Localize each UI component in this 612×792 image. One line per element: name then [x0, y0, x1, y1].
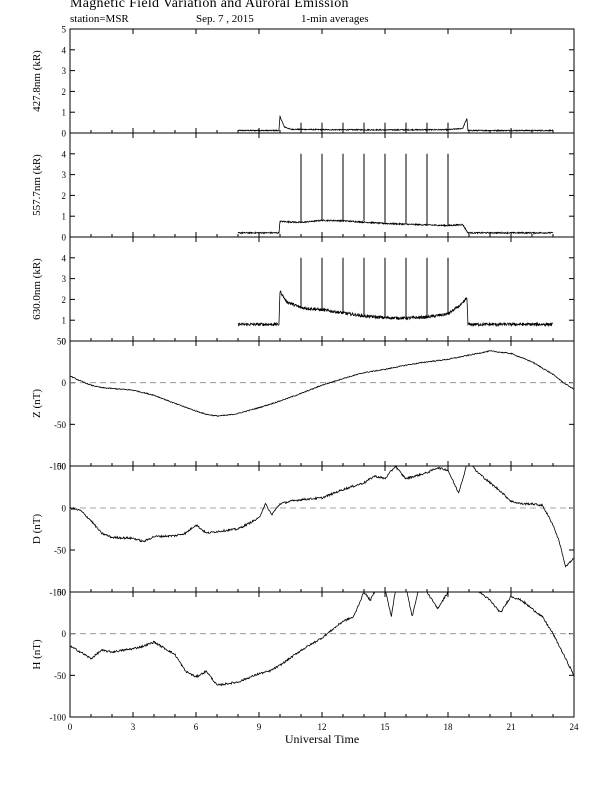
data-trace — [237, 218, 554, 235]
data-trace — [237, 114, 554, 132]
y-tick-label: 4 — [62, 45, 67, 55]
y-axis-label: 630.0nm (kR) — [31, 258, 43, 320]
x-axis-label: Universal Time — [285, 732, 359, 746]
y-tick-label: -50 — [54, 420, 66, 430]
page-title: Magnetic Field Variation and Auroral Emi… — [70, 0, 349, 11]
y-axis-label: D (nT) — [31, 514, 43, 545]
data-trace — [69, 591, 575, 687]
y-tick-label: 0 — [62, 504, 67, 514]
data-trace — [237, 290, 554, 328]
y-tick-label: 2 — [62, 295, 67, 305]
y-axis-label: Z (nT) — [31, 389, 43, 418]
y-tick-label: 3 — [62, 170, 67, 180]
data-trace — [69, 350, 575, 417]
y-tick-label: 1 — [62, 108, 67, 118]
y-tick-label: 3 — [62, 274, 67, 284]
y-tick-label: 0 — [62, 629, 67, 639]
y-tick-label: 5 — [62, 25, 67, 35]
y-tick-label: 50 — [57, 337, 67, 347]
y-tick-label: 0 — [62, 337, 67, 347]
y-axis-label: 427.8nm (kR) — [31, 50, 43, 112]
y-tick-label: 4 — [62, 149, 67, 159]
station-label: station=MSR — [70, 13, 129, 25]
x-tick-label: 21 — [507, 722, 516, 732]
x-tick-label: 6 — [194, 722, 199, 732]
y-tick-label: -100 — [50, 462, 67, 472]
y-tick-label: 4 — [62, 253, 67, 263]
x-tick-label: 24 — [570, 722, 580, 732]
panel-frame — [69, 28, 575, 134]
y-tick-label: 50 — [57, 462, 67, 472]
averaging-label: 1-min averages — [301, 13, 369, 25]
y-tick-label: 0 — [62, 129, 67, 139]
x-tick-label: 12 — [318, 722, 327, 732]
y-axis-label: 557.7nm (kR) — [31, 154, 43, 216]
panel-frame — [69, 465, 575, 593]
data-trace — [69, 465, 575, 568]
y-axis-label: H (nT) — [31, 639, 43, 670]
y-tick-label: -100 — [50, 588, 67, 598]
y-tick-label: 1 — [62, 316, 67, 326]
panel-frame — [69, 340, 575, 467]
x-tick-label: 9 — [257, 722, 262, 732]
x-tick-label: 18 — [444, 722, 454, 732]
y-tick-label: 2 — [62, 87, 67, 97]
date-label: Sep. 7 , 2015 — [196, 13, 254, 25]
y-tick-label: -50 — [54, 546, 66, 556]
x-tick-label: 3 — [131, 722, 136, 732]
y-tick-label: 0 — [62, 378, 67, 388]
y-tick-label: -100 — [50, 713, 67, 723]
y-tick-label: 2 — [62, 191, 67, 201]
y-tick-label: 1 — [62, 212, 67, 222]
y-tick-label: 3 — [62, 66, 67, 76]
x-tick-label: 15 — [381, 722, 391, 732]
y-tick-label: -50 — [54, 671, 66, 681]
y-tick-label: 50 — [57, 588, 67, 598]
x-tick-label: 0 — [68, 722, 73, 732]
y-tick-label: 0 — [62, 233, 67, 243]
